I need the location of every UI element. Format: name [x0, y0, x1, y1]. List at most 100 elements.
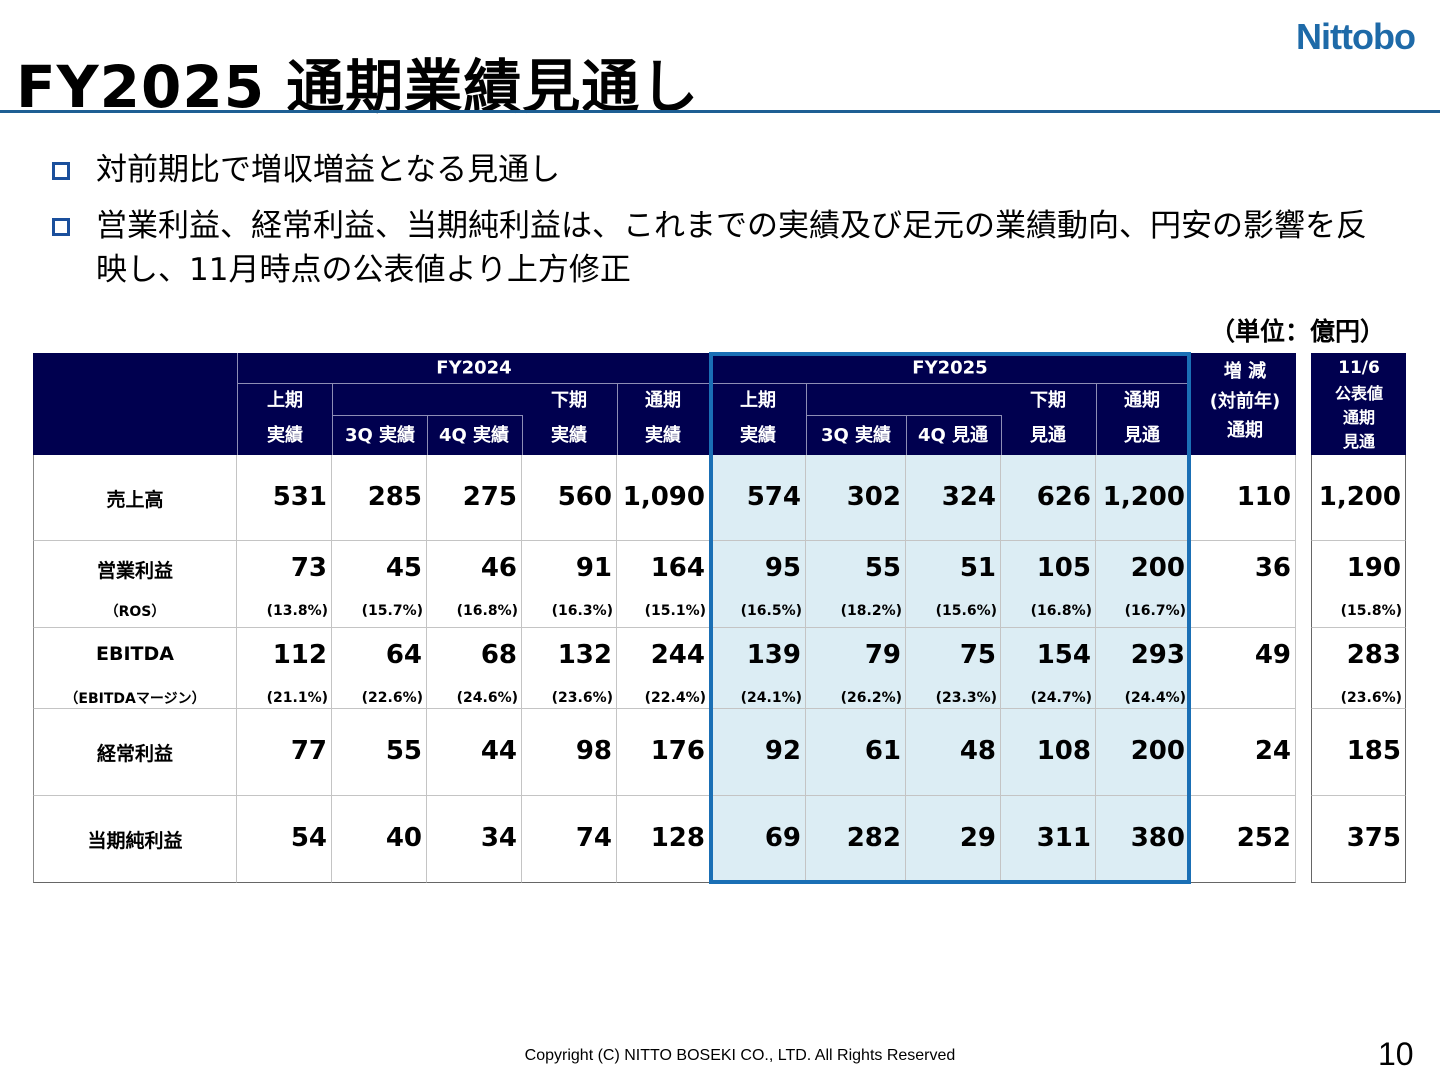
table-cell: 283 (23.6%): [1311, 628, 1406, 709]
table-cell: 112 (21.1%): [237, 628, 332, 709]
ratio-value: (24.4%): [1124, 690, 1186, 706]
header-bg: [1311, 353, 1406, 455]
table-cell: 626: [1001, 455, 1096, 541]
value: 45: [385, 553, 422, 583]
ratio-value: (16.8%): [1030, 603, 1092, 619]
value: 34: [480, 823, 517, 853]
table-cell: 24: [1190, 709, 1296, 796]
table-cell: 46 (16.8%): [427, 541, 522, 628]
table-cell: 275: [427, 455, 522, 541]
value: 275: [462, 482, 517, 512]
row-label: 売上高: [106, 489, 164, 511]
header-bg: [33, 353, 1190, 455]
value: 36: [1254, 553, 1291, 583]
value: 105: [1036, 553, 1091, 583]
ratio-value: (13.8%): [266, 603, 328, 619]
page-title: FY2025 通期業績見通し: [16, 53, 700, 121]
table-cell: 1,200: [1311, 455, 1406, 541]
value: 44: [480, 736, 517, 766]
value: 49: [1254, 640, 1291, 670]
ratio-value: (16.5%): [740, 603, 802, 619]
table-cell: 285: [332, 455, 427, 541]
value: 24: [1254, 736, 1291, 766]
ratio-value: (16.3%): [551, 603, 613, 619]
table-cell: 531: [237, 455, 332, 541]
value: 75: [959, 640, 996, 670]
value: 55: [864, 553, 901, 583]
value: 154: [1036, 640, 1091, 670]
col-header: 4Q 見通: [917, 425, 989, 446]
value: 128: [650, 823, 705, 853]
table-cell: 252: [1190, 796, 1296, 883]
table-cell: 560: [522, 455, 617, 541]
row-label-cell: 営業利益 （ROS）: [33, 541, 237, 628]
table-cell: 302: [806, 455, 906, 541]
value: 380: [1130, 823, 1185, 853]
ratio-value: (26.2%): [840, 690, 902, 706]
table-cell: 55: [332, 709, 427, 796]
table-cell: 311: [1001, 796, 1096, 883]
value: 200: [1130, 553, 1185, 583]
table-cell: 190 (15.8%): [1311, 541, 1406, 628]
table-cell: 128: [617, 796, 710, 883]
value: 73: [290, 553, 327, 583]
table-cell: 139 (24.1%): [710, 628, 806, 709]
table-cell: 200: [1096, 709, 1190, 796]
col-header: 通期: [645, 390, 681, 411]
table-cell: 110: [1190, 455, 1296, 541]
value: 311: [1036, 823, 1091, 853]
table-cell: 200 (16.7%): [1096, 541, 1190, 628]
table-cell: 244 (22.4%): [617, 628, 710, 709]
value: 48: [959, 736, 996, 766]
value: 46: [480, 553, 517, 583]
ratio-value: (16.7%): [1124, 603, 1186, 619]
ratio-value: (24.1%): [740, 690, 802, 706]
table-cell: 40: [332, 796, 427, 883]
value: 531: [272, 482, 327, 512]
col-header-change: 増 減: [1223, 361, 1267, 382]
square-bullet-icon: [52, 218, 70, 236]
table-cell: 324: [906, 455, 1001, 541]
value: 112: [272, 640, 327, 670]
row-label-cell: 当期純利益: [33, 796, 237, 883]
table-cell: 49: [1190, 628, 1296, 709]
col-header: 4Q 実績: [438, 425, 510, 446]
col-header: 実績: [551, 425, 587, 446]
table-cell: 77: [237, 709, 332, 796]
value: 29: [959, 823, 996, 853]
col-header-change: 通期: [1227, 420, 1263, 441]
ratio-value: (23.6%): [551, 690, 613, 706]
ratio-value: (16.8%): [456, 603, 518, 619]
value: 574: [746, 482, 801, 512]
value: 190: [1346, 553, 1401, 583]
table-cell: 91 (16.3%): [522, 541, 617, 628]
value: 139: [746, 640, 801, 670]
value: 244: [650, 640, 705, 670]
value: 95: [764, 553, 801, 583]
value: 176: [650, 736, 705, 766]
value: 375: [1346, 823, 1401, 853]
table-cell: 29: [906, 796, 1001, 883]
col-header-forecast: 公表値: [1334, 384, 1384, 403]
copyright: Copyright (C) NITTO BOSEKI CO., LTD. All…: [524, 1047, 956, 1064]
col-header: 下期: [551, 390, 587, 411]
table-cell: 75 (23.3%): [906, 628, 1001, 709]
value: 110: [1236, 482, 1291, 512]
value: 61: [864, 736, 901, 766]
value: 55: [385, 736, 422, 766]
table-cell: 1,090: [617, 455, 710, 541]
col-header: 通期: [1124, 390, 1160, 411]
table-cell: 95 (16.5%): [710, 541, 806, 628]
col-header: 下期: [1030, 390, 1066, 411]
table-cell: 61: [806, 709, 906, 796]
table-cell: 51 (15.6%): [906, 541, 1001, 628]
value: 1,200: [1102, 482, 1185, 512]
ratio-value: (18.2%): [840, 603, 902, 619]
row-label: EBITDA: [96, 643, 174, 665]
table-cell: 55 (18.2%): [806, 541, 906, 628]
value: 98: [575, 736, 612, 766]
value: 282: [846, 823, 901, 853]
page-number: 10: [1378, 1036, 1414, 1072]
table-cell: 282: [806, 796, 906, 883]
table-cell: 54: [237, 796, 332, 883]
